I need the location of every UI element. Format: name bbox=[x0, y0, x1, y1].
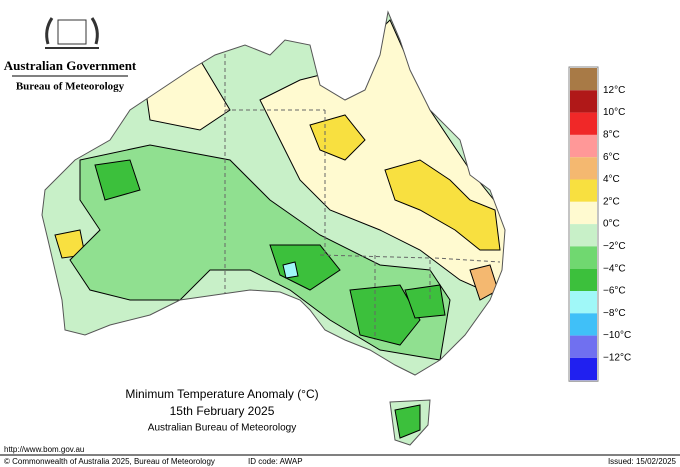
legend-swatch bbox=[570, 157, 597, 180]
footer-copyright: © Commonwealth of Australia 2025, Bureau… bbox=[4, 457, 215, 466]
legend-label: −6°C bbox=[603, 286, 626, 297]
cold-patch bbox=[349, 284, 421, 346]
legend-label: 8°C bbox=[603, 130, 620, 141]
legend-swatch bbox=[570, 179, 597, 202]
legend-swatch bbox=[570, 68, 597, 91]
legend-swatch bbox=[570, 268, 597, 291]
legend-swatch bbox=[570, 291, 597, 314]
legend-label: 4°C bbox=[603, 174, 620, 185]
legend-swatch bbox=[570, 112, 597, 135]
map-title: Minimum Temperature Anomaly (°C) bbox=[125, 387, 318, 401]
cold-patch bbox=[394, 404, 421, 439]
emblem-supporters bbox=[45, 17, 99, 45]
emblem-shield bbox=[57, 19, 87, 45]
legend-swatch bbox=[570, 90, 597, 113]
legend-label: 0°C bbox=[603, 219, 620, 230]
legend-swatch bbox=[570, 246, 597, 269]
cold-patch bbox=[269, 244, 341, 291]
legend-label: −8°C bbox=[603, 308, 626, 319]
legend-swatch bbox=[570, 134, 597, 158]
state-border bbox=[224, 40, 501, 340]
coldest-patch bbox=[282, 261, 299, 279]
footer-id: ID code: AWAP bbox=[248, 457, 303, 466]
legend-swatch bbox=[570, 224, 597, 247]
map-date: 15th February 2025 bbox=[170, 404, 275, 418]
coastline bbox=[41, 10, 506, 446]
legend-swatch bbox=[570, 335, 597, 358]
legend-label: −2°C bbox=[603, 241, 626, 252]
footer-issued: Issued: 15/02/2025 bbox=[608, 457, 677, 466]
legend-label: 6°C bbox=[603, 152, 620, 163]
government-name: Australian Government bbox=[4, 58, 137, 73]
legend-label: −12°C bbox=[603, 353, 631, 364]
emblem bbox=[45, 17, 99, 49]
legend-label: 12°C bbox=[603, 85, 625, 96]
cold-patch bbox=[94, 159, 141, 201]
legend-swatch bbox=[570, 201, 597, 225]
agency-name: Bureau of Meteorology bbox=[16, 81, 125, 93]
legend-label: 10°C bbox=[603, 107, 625, 118]
warm-patch bbox=[384, 159, 501, 251]
warm-patch bbox=[309, 114, 366, 161]
legend-swatch bbox=[570, 357, 597, 381]
legend: 12°C 10°C 8°C 6°C 4°C 2°C 0°C −2°C −4°C −6°C −8°C −… bbox=[568, 66, 631, 382]
legend-label: −4°C bbox=[603, 263, 626, 274]
footer-url: http://www.bom.gov.au bbox=[4, 445, 84, 454]
cold-patch bbox=[404, 284, 446, 319]
legend-label: 2°C bbox=[603, 196, 620, 207]
legend-swatch bbox=[570, 313, 597, 336]
map-source: Australian Bureau of Meteorology bbox=[148, 423, 296, 434]
legend-label: −10°C bbox=[603, 330, 631, 341]
